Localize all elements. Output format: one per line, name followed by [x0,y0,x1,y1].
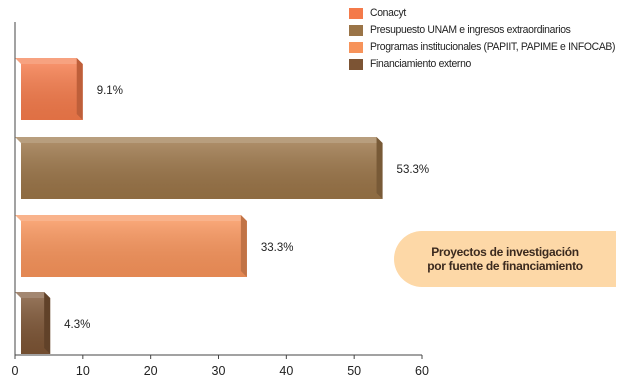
bar-top-face [15,137,383,143]
bar-end-face [240,215,247,277]
bar-end-face [44,292,51,354]
x-tick-label: 10 [76,364,90,378]
x-tick-label: 50 [347,364,361,378]
bar-top-face [15,58,83,64]
legend-swatch [349,7,363,19]
bar-shading [21,221,247,277]
x-tick-label: 20 [144,364,158,378]
legend-swatch [349,58,363,70]
x-tick-label: 30 [212,364,226,378]
bar-top-face [15,215,247,221]
legend-item-conacyt: Conacyt [349,5,617,21]
data-label: 9.1% [97,85,123,97]
legend-label: Financiamiento externo [370,58,471,70]
bar-shading [21,143,383,199]
legend-item-financiamiento-externo: Financiamiento externo [349,56,617,72]
caption-line: por fuente de financiamiento [427,259,583,273]
legend-item-programas-institucionales: Programas institucionales (PAPIIT, PAPIM… [349,39,617,55]
legend: Conacyt Presupuesto UNAM e ingresos extr… [349,5,617,73]
bar-shading [21,64,83,120]
bar-top-face [15,292,51,298]
x-tick-label: 60 [415,364,429,378]
chart-caption-box: Proyectos de investigación por fuente de… [394,231,616,287]
legend-label: Programas institucionales (PAPIIT, PAPIM… [370,41,616,53]
x-axis: 0 10 20 30 40 50 60 [12,22,429,378]
legend-label: Presupuesto UNAM e ingresos extraordinar… [370,24,571,36]
legend-swatch [349,24,363,36]
legend-item-presupuesto-unam: Presupuesto UNAM e ingresos extraordinar… [349,22,617,38]
data-label: 53.3% [397,164,430,176]
bar-2: 53.3% [15,137,429,199]
bar-4: 4.3% [15,292,90,354]
bar-3: 33.3% [15,215,293,277]
data-label: 4.3% [64,319,90,331]
bar-1: 9.1% [15,58,123,120]
legend-label: Conacyt [370,7,406,19]
bar-end-face [76,58,83,120]
bar-end-face [376,137,383,199]
bars-group: 9.1% 53.3% 33.3% 4.3% [15,58,429,354]
caption-line: Proyectos de investigación [431,245,579,259]
x-tick-label: 0 [12,364,19,378]
data-label: 33.3% [261,242,294,254]
legend-swatch [349,41,363,53]
x-tick-label: 40 [279,364,293,378]
